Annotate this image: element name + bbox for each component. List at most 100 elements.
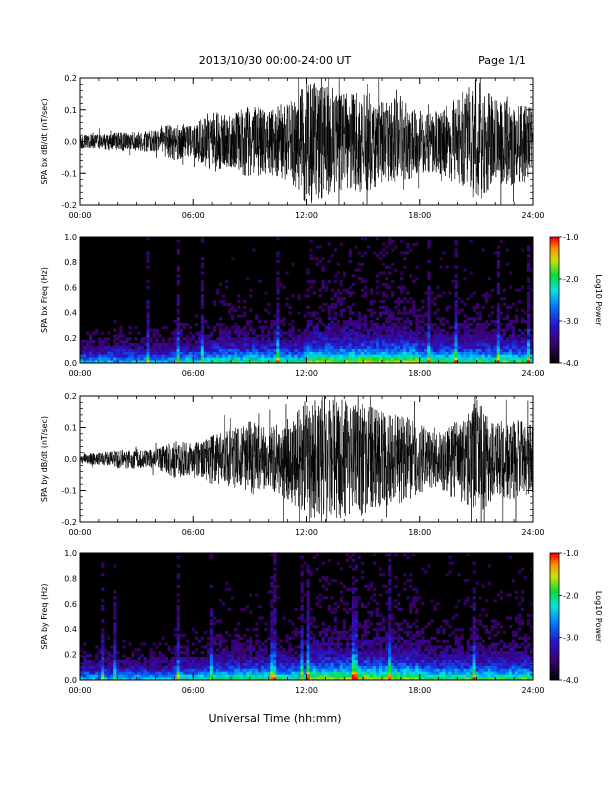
spectrogram-cell [155,348,159,352]
spectrogram-cell [366,625,371,629]
spectrogram-cell [378,345,383,349]
spectrogram-cell [469,328,473,332]
spectrogram-cell [215,342,220,347]
spectrogram-cell [493,659,498,663]
spectrogram-cell [421,628,425,632]
spectrogram-cell [400,322,404,327]
spectrogram-cell [297,328,301,332]
spectrogram-cell [197,345,202,349]
y-tick-label: -0.2 [61,201,77,210]
spectrogram-cell [303,342,307,347]
spectrogram-cell [439,659,443,663]
spectrogram-cell [351,662,356,666]
spectrogram-cell [372,668,377,672]
colorbar-segment [550,337,559,341]
spectrogram-cell [333,674,337,678]
spectrogram-cell [285,297,289,301]
spectrogram-cell [234,342,238,347]
spectrogram-cell [427,668,431,672]
spectrogram-cell [237,348,241,352]
spectrogram-cell [101,648,105,652]
spectrogram-cell [345,677,350,681]
colorbar-segment [550,247,559,250]
spectrogram-cell [394,340,398,344]
spectrogram-cell [276,317,280,321]
spectrogram-cell [502,331,507,335]
spectrogram-cell [258,668,262,672]
spectrogram-cell [439,320,443,324]
spectrogram-cell [394,337,398,341]
spectrogram-cell [406,625,410,629]
spectrogram-cell [514,351,519,355]
spectrogram-cell [173,360,177,364]
spectrogram-cell [197,351,202,355]
spectrogram-cell [246,320,250,324]
spectrogram-cell [385,651,389,655]
spectrogram-cell [312,328,316,332]
spectrogram-cell [146,265,150,269]
spectrogram-cell [397,628,401,632]
spectrogram-cell [173,633,177,638]
spectrogram-cell [427,305,431,309]
spectrogram-cell [348,625,353,629]
spectrogram-cell [472,665,476,669]
spectrogram-cell [363,328,368,332]
spectrogram-cell [182,668,186,672]
spectrogram-cell [427,651,431,655]
spectrogram-cell [475,322,479,327]
spectrogram-cell [282,668,286,672]
spectrogram-cell [267,662,271,666]
spectrogram-cell [526,302,531,307]
spectrogram-cell [240,662,244,666]
spectrogram-cell [327,342,331,347]
spectrogram-cell [146,671,150,675]
spectrogram-cell [454,314,458,318]
spectrogram-cell [294,662,298,666]
spectrogram-cell [218,662,223,666]
spectrogram-cell [276,648,280,652]
spectrogram-cell [442,659,446,663]
spectrogram-cell [511,360,516,364]
spectrogram-cell [309,354,313,358]
spectrogram-cell [176,345,180,349]
spectrogram-cell [330,360,334,364]
spectrogram-cell [430,651,434,655]
spectrogram-cell [378,628,383,632]
spectrogram-cell [288,636,292,640]
spectrogram-cell [357,555,362,560]
spectrogram-cell [267,654,271,658]
spectrogram-cell [294,668,298,672]
spectrogram-cell [209,671,214,675]
spectrogram-cell [327,654,331,658]
spectrogram-cell [164,342,168,347]
spectrogram-cell [330,668,334,672]
spectrogram-cell [318,245,322,249]
spectrogram-cell [95,665,99,669]
spectrogram-cell [240,328,244,332]
spectrogram-cell [412,665,416,669]
spectrogram-cell [406,659,410,663]
spectrogram-cell [224,337,229,341]
spectrogram-cell [339,668,344,672]
spectrogram-cell [442,648,446,652]
spectrogram-cell [288,659,292,663]
spectrogram-cell [80,665,84,669]
spectrogram-cell [197,357,202,361]
spectrogram-cell [460,322,464,327]
spectrogram-cell [391,294,395,298]
spectrogram-cell [385,282,389,286]
spectrogram-cell [315,257,319,261]
spectrogram-cell [321,308,325,312]
spectrogram-cell [240,351,244,355]
spectrogram-cell [324,630,328,635]
spectrogram-cell [276,337,280,341]
spectrogram-cell [234,639,238,643]
spectrogram-cell [424,331,428,335]
spectrogram-cell [363,584,368,588]
spectrogram-cell [237,636,241,640]
spectrogram-cell [134,659,138,663]
spectrogram-cell [161,345,165,349]
spectrogram-cell [215,288,220,292]
spectrogram-cell [306,622,310,626]
spectrogram-cell [300,590,304,594]
